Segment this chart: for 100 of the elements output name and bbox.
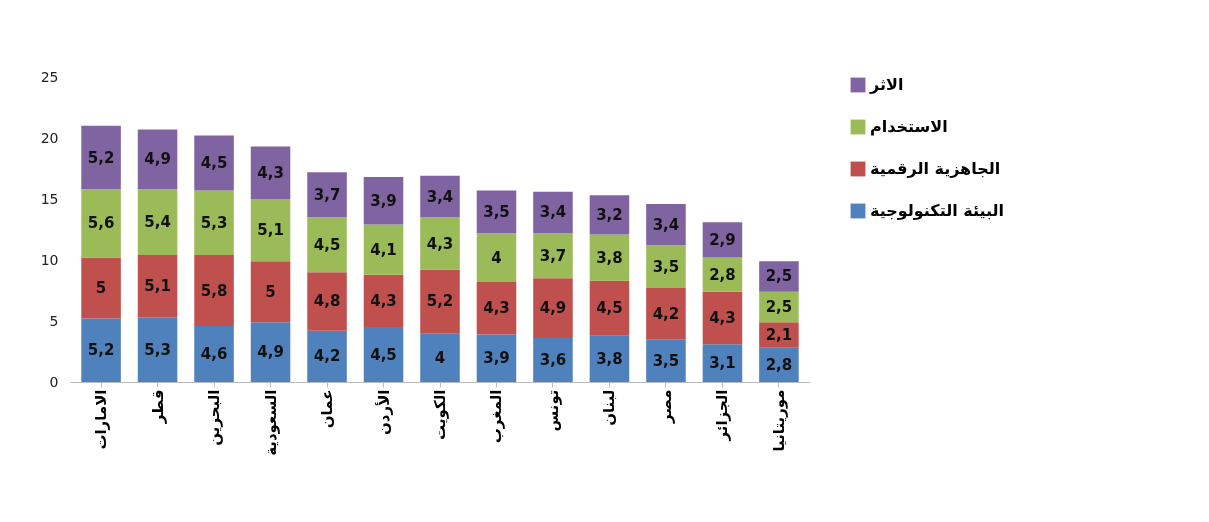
bar (589, 280, 630, 336)
data-label: 3,4 (539, 203, 567, 222)
bar (420, 269, 460, 334)
bar (533, 338, 573, 382)
data-label: 5,1 (257, 221, 284, 240)
data-label: 2,1 (765, 326, 793, 345)
data-label: 2,5 (765, 297, 793, 316)
x-tick-label: لبنان (600, 389, 619, 426)
y-tick-label: 15 (40, 190, 59, 207)
x-tick-label: البحرين (205, 389, 224, 446)
x-tick-label: موريتانيا (769, 389, 788, 452)
bar (137, 129, 178, 190)
data-label: 5 (265, 282, 276, 301)
bar (307, 330, 347, 382)
data-label: 4,3 (483, 299, 510, 318)
data-label: 3,7 (313, 185, 341, 204)
bar (81, 318, 121, 382)
data-label: 3,5 (652, 257, 680, 276)
data-label: 4,2 (652, 304, 680, 323)
data-label: 5 (95, 279, 107, 298)
data-label: 5,3 (200, 213, 228, 232)
data-label: 4,1 (370, 240, 397, 259)
x-tick-label: مصر (656, 389, 675, 424)
x-tick-label: تونس (543, 389, 562, 432)
bar (194, 135, 234, 191)
data-label: 4,3 (370, 291, 397, 310)
data-label: 4,5 (200, 154, 228, 173)
bar (420, 333, 460, 382)
data-label: 3,4 (426, 187, 454, 206)
bar (194, 190, 234, 256)
y-tick-label: 5 (49, 312, 59, 329)
bar (476, 233, 517, 282)
data-label: 4,6 (200, 344, 228, 363)
bar (363, 327, 404, 382)
bar (194, 255, 234, 326)
x-tick-label: الأردن (374, 389, 393, 435)
y-tick-label: 25 (40, 68, 59, 85)
data-label: 2,8 (765, 355, 793, 374)
data-label: 3,8 (596, 248, 623, 267)
x-tick-label: الكويت (431, 389, 449, 440)
y-tick-label: 10 (40, 251, 59, 268)
bar (250, 199, 291, 262)
bar (363, 224, 404, 275)
data-label: 3,9 (370, 191, 397, 210)
data-label: 3,2 (596, 205, 623, 224)
data-label: 2,8 (709, 265, 736, 284)
x-tick-label: الامارات (92, 389, 111, 450)
data-label: 4,3 (709, 308, 736, 327)
data-label: 4,9 (539, 299, 567, 318)
bar (81, 189, 121, 258)
data-label: 5,8 (200, 281, 228, 300)
data-label: 3,8 (596, 349, 623, 368)
data-label: 5,6 (87, 214, 115, 233)
data-label: 2,5 (765, 267, 793, 286)
bar (250, 261, 291, 323)
bar (137, 255, 178, 318)
bar (194, 325, 234, 382)
legend-label: الاثر (869, 75, 904, 94)
data-label: 5,1 (144, 277, 171, 296)
data-label: 4,5 (596, 299, 623, 318)
bar (533, 278, 573, 339)
data-label: 4 (434, 348, 446, 367)
bar (420, 217, 460, 270)
data-label: 3,5 (652, 351, 680, 370)
x-tick-label: المغرب (487, 389, 506, 444)
data-label: 4,8 (313, 292, 341, 311)
x-tick-label: الجزائر (713, 389, 732, 442)
bar (307, 217, 347, 273)
data-label: 3,4 (652, 215, 680, 234)
data-label: 3,7 (539, 246, 567, 265)
bar (646, 245, 686, 289)
bar (250, 322, 291, 382)
bar (81, 257, 121, 319)
bar (307, 272, 347, 331)
data-label: 4,5 (313, 235, 341, 254)
legend-label: الجاهزية الرقمية (870, 159, 1001, 178)
data-label: 5,4 (144, 213, 171, 232)
bar (646, 339, 686, 382)
data-label: 4,3 (257, 163, 284, 182)
data-label: 5,3 (144, 340, 171, 359)
bar (533, 233, 573, 279)
bar (137, 189, 178, 256)
data-label: 4,3 (426, 234, 454, 253)
y-tick-label: 20 (40, 129, 59, 146)
bar (646, 288, 686, 340)
bar (81, 125, 121, 190)
data-label: 3,6 (539, 351, 567, 370)
data-label: 4,2 (313, 347, 341, 366)
data-label: 4,5 (370, 345, 397, 364)
data-label: 3,1 (709, 354, 736, 373)
data-label: 4,9 (144, 150, 171, 169)
data-label: 2,9 (709, 230, 736, 249)
x-tick-label: عمان (318, 389, 337, 429)
legend-label: البيئة التكنولوجية (870, 201, 1005, 220)
data-label: 5,2 (426, 292, 454, 311)
data-label: 5,2 (87, 341, 115, 360)
x-tick-label: السعودية (261, 389, 280, 456)
y-tick-label: 0 (49, 373, 59, 390)
legend-label: الاستخدام (870, 117, 948, 136)
bar (307, 172, 347, 218)
